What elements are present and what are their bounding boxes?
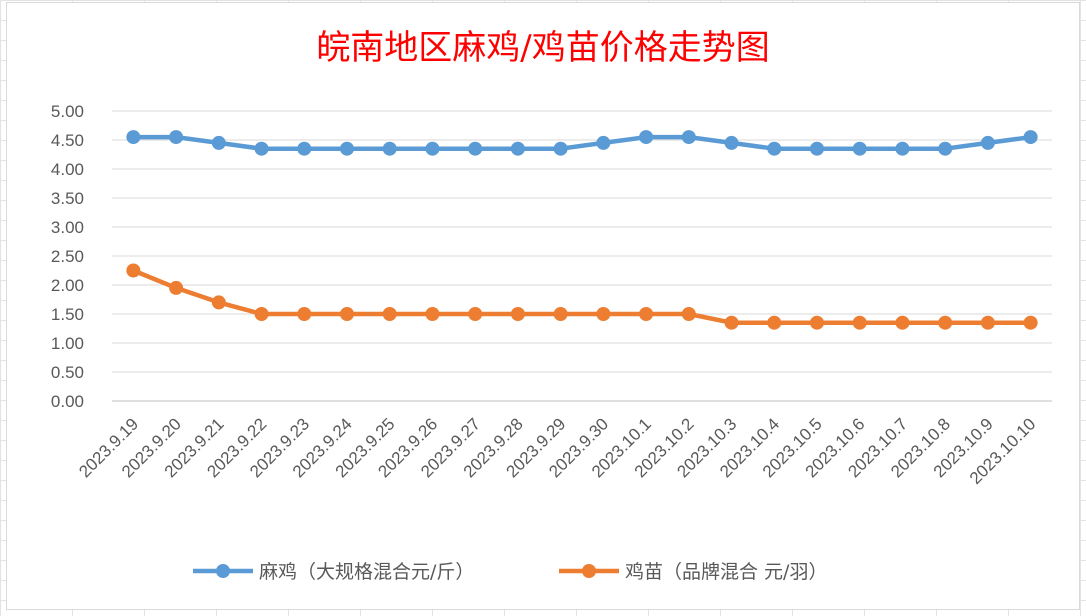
chart-title: 皖南地区麻鸡/鸡苗价格走势图: [316, 28, 769, 68]
data-point[interactable]: [852, 141, 867, 156]
data-point[interactable]: [425, 141, 440, 156]
data-point[interactable]: [340, 141, 354, 156]
series-1: [126, 130, 1038, 156]
y-axis-tick-labels: 0.00 0.50 1.00 1.50 2.00 2.50 3.00 3.50 4.00 4.50…: [51, 102, 84, 411]
data-point[interactable]: [211, 295, 226, 310]
data-point[interactable]: [297, 141, 312, 156]
legend-marker-series-1: [216, 564, 230, 578]
legend-label-series-2: 鸡苗（品牌混合 元/羽）: [625, 561, 827, 583]
data-point[interactable]: [639, 307, 654, 321]
y-tick-label: 4.00: [51, 160, 84, 179]
data-point[interactable]: [852, 315, 867, 330]
data-point[interactable]: [553, 307, 568, 321]
data-point[interactable]: [126, 263, 141, 278]
data-point[interactable]: [254, 307, 269, 321]
chart-area[interactable]: 皖南地区麻鸡/鸡苗价格走势图 0.00 0.50 1.00 1.50 2.00 2.50 3…: [6, 2, 1080, 610]
data-point[interactable]: [126, 130, 141, 145]
y-tick-label: 3.50: [51, 189, 84, 208]
data-point[interactable]: [553, 141, 568, 156]
y-tick-label: 2.00: [51, 276, 84, 295]
series-1-line: [131, 134, 1033, 151]
data-point[interactable]: [510, 141, 525, 156]
y-tick-label: 2.50: [51, 247, 84, 266]
data-point[interactable]: [895, 141, 910, 156]
data-point[interactable]: [382, 141, 397, 156]
data-point[interactable]: [767, 141, 782, 156]
data-point[interactable]: [980, 315, 995, 330]
legend-item-series-2[interactable]: 鸡苗（品牌混合 元/羽）: [559, 561, 827, 583]
y-tick-label: 0.50: [51, 363, 84, 382]
data-point[interactable]: [681, 130, 696, 145]
data-point[interactable]: [1023, 130, 1038, 145]
series-2: [126, 263, 1038, 330]
y-tick-label: 0.00: [51, 392, 84, 411]
legend-marker-series-2: [582, 564, 596, 578]
data-point[interactable]: [169, 130, 184, 145]
legend-item-series-1[interactable]: 麻鸡（大规格混合元/斤）: [193, 561, 474, 583]
data-point[interactable]: [468, 307, 483, 321]
data-point[interactable]: [681, 307, 696, 321]
data-point[interactable]: [468, 141, 483, 156]
data-point[interactable]: [938, 315, 953, 330]
y-tick-label: 4.50: [51, 131, 84, 150]
data-point[interactable]: [724, 315, 739, 330]
y-tick-label: 1.50: [51, 305, 84, 324]
data-point[interactable]: [980, 135, 995, 150]
line-chart-svg: 皖南地区麻鸡/鸡苗价格走势图 0.00 0.50 1.00 1.50 2.00 2.50 3…: [51, 28, 1052, 583]
data-point[interactable]: [724, 135, 739, 150]
data-point[interactable]: [938, 141, 953, 156]
data-point[interactable]: [810, 141, 824, 156]
y-tick-label: 3.00: [51, 218, 84, 237]
data-point[interactable]: [297, 307, 312, 321]
data-point[interactable]: [767, 315, 782, 330]
gridlines: [112, 110, 1052, 402]
legend-label-series-1: 麻鸡（大规格混合元/斤）: [259, 561, 474, 583]
data-point[interactable]: [211, 135, 226, 150]
x-axis-tick-labels: 2023.9.192023.9.202023.9.212023.9.222023…: [75, 414, 1039, 488]
series-2-line: [131, 268, 1033, 325]
y-tick-label: 5.00: [51, 102, 84, 121]
series-lines: [126, 130, 1038, 330]
data-point[interactable]: [254, 141, 269, 156]
y-tick-label: 1.00: [51, 334, 84, 353]
data-point[interactable]: [895, 315, 910, 330]
data-point[interactable]: [382, 307, 397, 321]
data-point[interactable]: [169, 280, 184, 295]
data-point[interactable]: [810, 315, 824, 330]
data-point[interactable]: [340, 307, 354, 321]
data-point[interactable]: [639, 130, 654, 145]
data-point[interactable]: [596, 135, 611, 150]
data-point[interactable]: [510, 307, 525, 321]
data-point[interactable]: [425, 307, 440, 321]
data-point[interactable]: [1023, 315, 1038, 330]
data-point[interactable]: [596, 307, 611, 321]
legend: 麻鸡（大规格混合元/斤） 鸡苗（品牌混合 元/羽）: [193, 561, 827, 583]
